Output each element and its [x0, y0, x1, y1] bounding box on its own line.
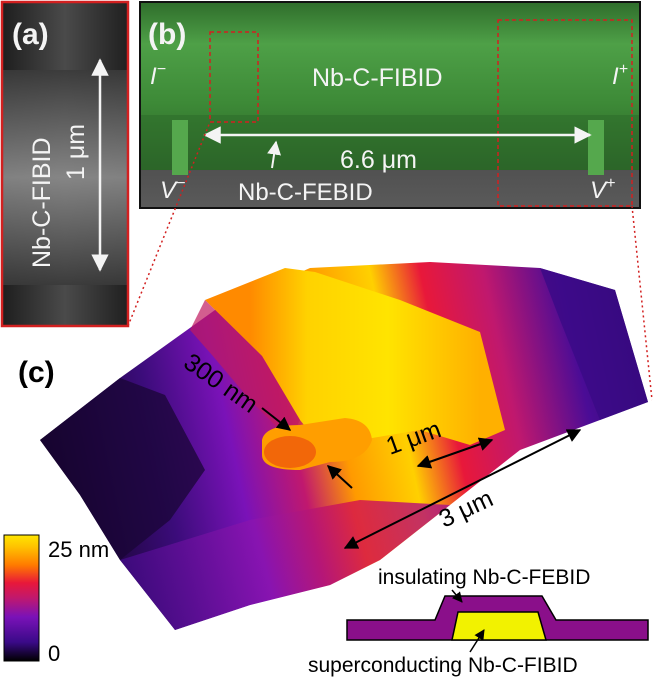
colorbar-min-label: 0	[48, 641, 60, 666]
cross-section-bottom-label: superconducting Nb-C-FIBID	[308, 654, 578, 677]
cross-section-top-pointer	[451, 589, 463, 603]
panel-b-zoom-box-right	[497, 19, 633, 207]
colorbar: 25 nm 0	[3, 534, 109, 666]
surface-left-valley	[40, 378, 205, 560]
panel-b-right-lead	[588, 120, 604, 175]
surface-branch-tip	[264, 436, 316, 468]
panel-a: (a) Nb-C-FIBID 1 μm	[0, 0, 130, 328]
panel-b-i-plus-sup: +	[619, 61, 628, 78]
cross-section-superconducting-core	[451, 611, 547, 641]
panel-b-i-minus-base: I	[150, 63, 157, 90]
panel-b-fibid-label: Nb-C-FIBID	[312, 64, 443, 92]
panel-b-left-lead	[172, 120, 188, 175]
panel-b-v-plus-base: V	[590, 177, 608, 204]
panel-b-zoom-box-left	[209, 31, 259, 123]
panel-b-febid-label: Nb-C-FEBID	[238, 179, 373, 206]
connector-line-a	[127, 121, 211, 327]
panel-b-febid-pointer	[267, 140, 282, 169]
panel-b-i-minus-sup: −	[157, 61, 166, 78]
panel-b-v-minus-base: V	[160, 177, 178, 204]
surface-right-band	[540, 268, 648, 420]
colorbar-gradient	[3, 534, 40, 662]
panel-b-v-minus-sup: −	[176, 175, 185, 192]
panel-c: (c) 300 nm 1 μm 3 μm	[18, 262, 648, 630]
width-arrow-top	[261, 407, 292, 431]
surface-ridge	[205, 268, 505, 445]
panel-a-material-label: Nb-C-FIBID	[28, 137, 56, 268]
panel-b-i-minus: I−	[150, 61, 166, 90]
cross-section: insulating Nb-C-FEBID superconducting Nb…	[308, 566, 649, 677]
panel-b-v-plus-sup: +	[606, 175, 615, 192]
cross-section-bottom-pointer	[469, 629, 485, 653]
panel-b-i-plus-base: I	[612, 63, 619, 90]
surface-ridge-shadow	[190, 300, 300, 440]
panel-b-v-minus: V−	[160, 175, 185, 204]
panel-b-i-plus: I+	[612, 61, 628, 90]
panel-b-v-plus: V+	[590, 175, 615, 204]
panel-b: (b) Nb-C-FIBID Nb-C-FEBID 6.6 μm I− I+ V…	[139, 1, 641, 209]
panel-a-frame	[0, 0, 130, 328]
panel-a-length-label: 1 μm	[62, 124, 90, 180]
panel-b-frame	[139, 1, 641, 209]
colorbar-max-label: 25 nm	[48, 537, 109, 562]
panel-a-tag: (a)	[12, 18, 49, 51]
panel-b-distance-label: 6.6 μm	[340, 146, 417, 174]
panel-c-tag: (c)	[18, 356, 55, 389]
panel-b-tag: (b)	[148, 18, 186, 51]
length-arrow	[343, 429, 582, 549]
cross-section-top-label: insulating Nb-C-FEBID	[378, 566, 590, 589]
